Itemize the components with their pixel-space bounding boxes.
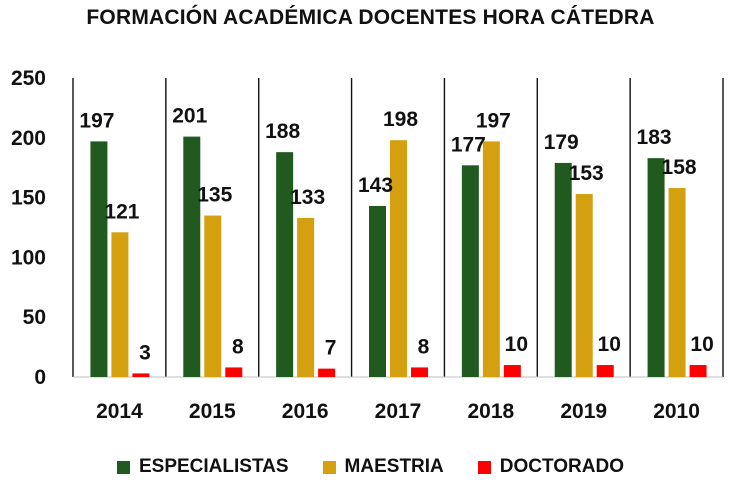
y-tick-label: 50 [23, 306, 46, 329]
data-label: 10 [598, 333, 621, 356]
y-tick-label: 100 [11, 246, 46, 269]
data-label: 201 [172, 105, 207, 128]
y-tick-label: 200 [11, 127, 46, 150]
legend-label-maestria: MAESTRIA [344, 456, 444, 477]
data-label: 183 [637, 126, 672, 149]
data-label: 143 [358, 174, 393, 197]
x-tick-label: 2014 [96, 400, 143, 423]
x-tick-label: 2016 [282, 400, 329, 423]
bars [90, 136, 707, 377]
bar-maestria-2019 [575, 194, 593, 377]
bar-maestria-2018 [482, 141, 500, 377]
data-label: 179 [544, 131, 579, 154]
bar-maestria-2014 [111, 232, 129, 377]
bar-especialistas-2018 [461, 165, 479, 377]
bar-maestria-2016 [297, 217, 315, 377]
bar-especialistas-2016 [276, 152, 294, 377]
legend-item-doctorado: DOCTORADO [477, 456, 624, 478]
data-label: 7 [325, 337, 337, 360]
data-label: 197 [79, 109, 114, 132]
x-axis: 2014 2015 2016 2017 2018 2019 2010 [96, 400, 700, 423]
data-label: 158 [662, 156, 697, 179]
x-tick-label: 2015 [189, 400, 236, 423]
data-label: 8 [418, 335, 430, 358]
legend-item-maestria: MAESTRIA [322, 456, 444, 478]
y-tick-label: 0 [34, 366, 46, 389]
data-label: 135 [197, 184, 232, 207]
bar-doctorado-2017 [411, 367, 428, 377]
x-tick-label: 2018 [467, 400, 514, 423]
bar-doctorado-2010 [689, 365, 707, 377]
chart-title: FORMACIÓN ACADÉMICA DOCENTES HORA CÁTEDR… [86, 6, 655, 29]
bar-maestria-2010 [668, 188, 686, 377]
bar-doctorado-2014 [132, 373, 150, 377]
legend-label-especialistas: ESPECIALISTAS [138, 456, 289, 477]
bar-especialistas-2015 [183, 136, 201, 377]
data-label: 198 [383, 108, 418, 131]
legend-swatch-doctorado [477, 460, 491, 474]
y-tick-label: 150 [11, 187, 46, 210]
data-label: 177 [451, 133, 486, 156]
data-label: 10 [690, 333, 713, 356]
data-label: 188 [265, 120, 300, 143]
data-label: 121 [104, 200, 139, 223]
legend-swatch-maestria [322, 460, 336, 474]
bar-doctorado-2016 [318, 368, 336, 377]
legend-swatch-especialistas [116, 460, 130, 474]
bar-especialistas-2019 [554, 162, 572, 377]
legend: ESPECIALISTAS MAESTRIA DOCTORADO [0, 456, 741, 478]
legend-label-doctorado: DOCTORADO [499, 456, 624, 477]
value-labels: 1971213201135818813371431988177197101791… [79, 105, 713, 365]
bar-especialistas-2014 [90, 141, 108, 377]
x-tick-label: 2019 [560, 400, 607, 423]
data-label: 10 [505, 333, 528, 356]
bar-especialistas-2017 [369, 205, 386, 377]
data-label: 133 [290, 186, 325, 209]
bar-doctorado-2019 [596, 365, 614, 377]
x-tick-label: 2017 [375, 400, 422, 423]
data-label: 197 [476, 109, 511, 132]
bar-maestria-2017 [390, 140, 407, 377]
y-tick-label: 250 [11, 67, 46, 90]
x-tick-label: 2010 [653, 400, 700, 423]
legend-item-especialistas: ESPECIALISTAS [116, 456, 289, 478]
data-label: 8 [232, 335, 244, 358]
bar-doctorado-2018 [503, 365, 521, 377]
data-label: 153 [569, 162, 604, 185]
bar-maestria-2015 [204, 215, 222, 377]
y-axis: 0 50 100 150 200 250 [11, 67, 46, 389]
bar-especialistas-2010 [647, 158, 665, 377]
bar-doctorado-2015 [225, 367, 243, 377]
data-label: 3 [139, 341, 151, 364]
